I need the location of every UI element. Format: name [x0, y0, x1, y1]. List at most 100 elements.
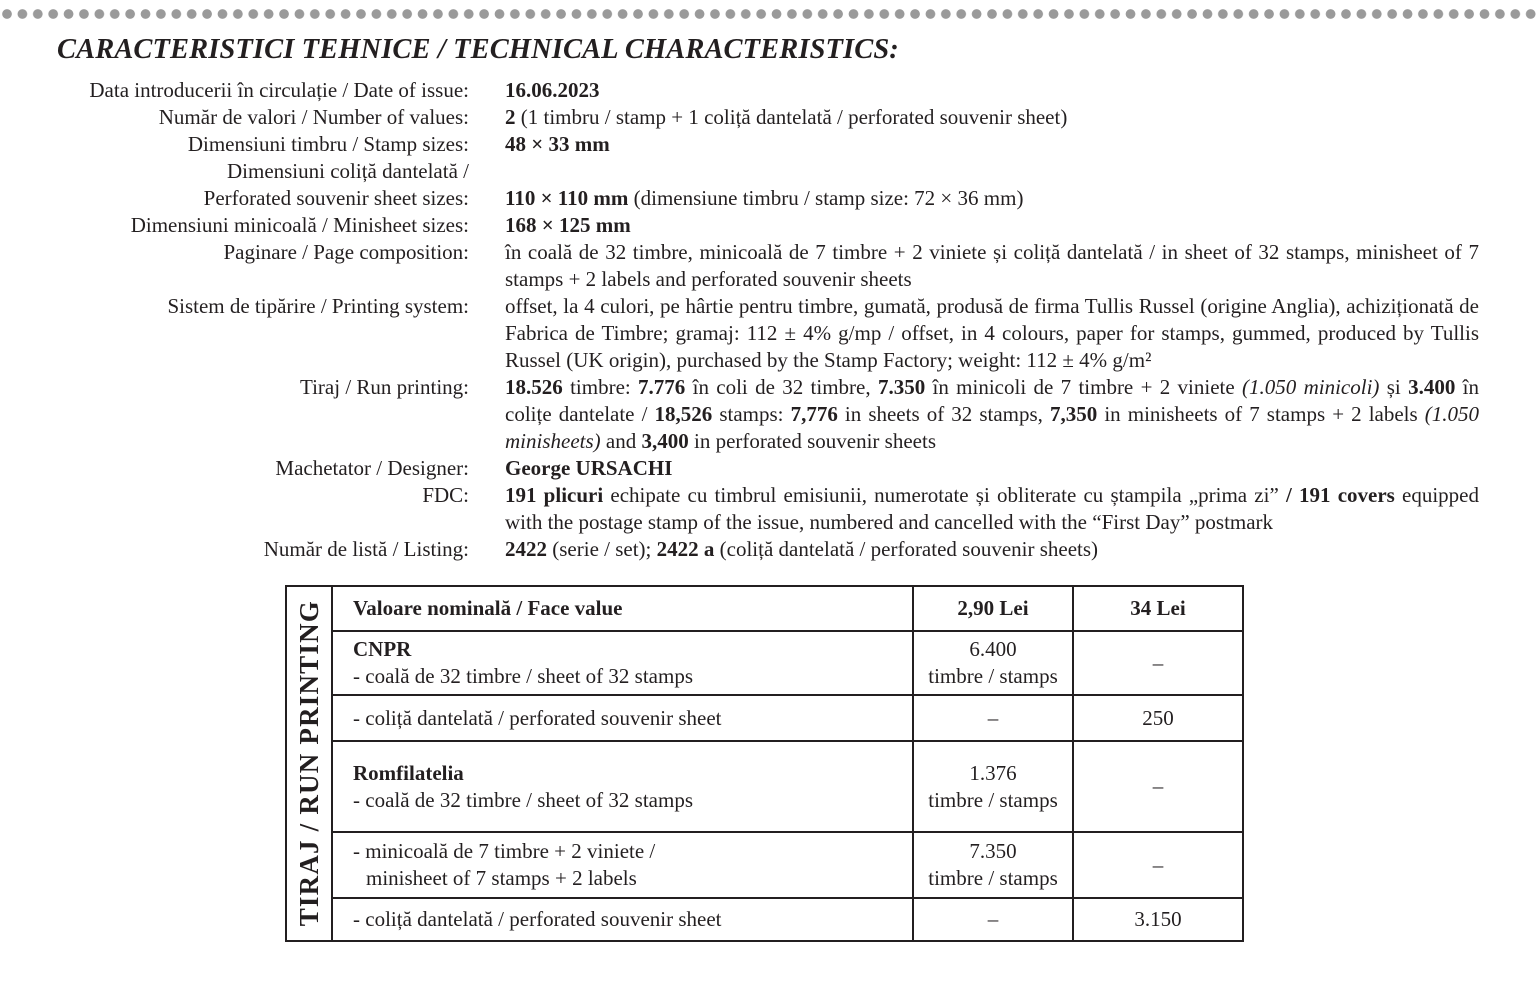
spec-label-line: Dimensiuni minicoală / Minisheet sizes:: [130, 213, 469, 237]
spec-row: Machetator / Designer: George URSACHI: [0, 455, 1536, 482]
spec-label-line: Perforated souvenir sheet sizes:: [203, 186, 469, 210]
spec-value-segment: timbre:: [562, 375, 639, 399]
spec-value-segment: (1 timbru / stamp + 1 coliță dantelată /…: [515, 105, 1068, 129]
row-description-line: - coliță dantelată / perforated souvenir…: [353, 705, 722, 730]
spec-value-segment: 7,776: [790, 402, 838, 426]
spec-value: 168 × 125 mm: [505, 212, 1479, 239]
row-description-line: minisheet of 7 stamps + 2 labels: [366, 866, 637, 890]
table-row: CNPR - coală de 32 timbre / sheet of 32 s…: [286, 630, 1244, 696]
spec-label: Dimensiuni timbru / Stamp sizes:: [0, 131, 469, 158]
spec-value-segment: și: [1379, 375, 1409, 399]
spec-label-line: Sistem de tipărire / Printing system:: [167, 294, 469, 318]
spec-value: în coală de 32 timbre, minicoală de 7 ti…: [505, 239, 1479, 293]
cell-line: –: [1152, 852, 1164, 877]
dotted-divider: [0, 8, 1536, 20]
cell-line: –: [987, 705, 999, 730]
row-description-line: - coală de 32 timbre / sheet of 32 stamp…: [353, 664, 693, 688]
page-title: CARACTERISTICI TEHNICE / TECHNICAL CHARA…: [57, 34, 899, 65]
cell-line: timbre / stamps: [928, 787, 1058, 812]
spec-label-line: Număr de valori / Number of values:: [158, 105, 469, 129]
spec-value-segment: 110 × 110 mm: [505, 186, 629, 210]
cell-line: –: [1152, 774, 1164, 798]
spec-value-segment: (coliță dantelată / perforated souvenir …: [714, 537, 1099, 561]
run-printing-table: TIRAJ / RUN PRINTING Valoare nominală / …: [285, 585, 1244, 942]
spec-value: 48 × 33 mm: [505, 131, 1479, 158]
header-col-1: 2,90 Lei: [912, 585, 1074, 632]
spec-label: Număr de listă / Listing:: [0, 536, 469, 563]
spec-value-segment: stamps:: [712, 402, 791, 426]
row-col1: –: [912, 897, 1074, 942]
row-col1: 1.376 timbre / stamps: [912, 740, 1074, 833]
row-col2: 250: [1072, 694, 1244, 742]
spec-value-segment: în minicoli de 7 timbre + 2 viniete: [925, 375, 1243, 399]
row-heading: Romfilatelia: [353, 760, 464, 785]
specs-list: Data introducerii în circulație / Date o…: [0, 77, 1536, 563]
row-col1: 6.400 timbre / stamps: [912, 630, 1074, 696]
spec-value-segment: in perforated souvenir sheets: [688, 429, 936, 453]
spec-label: FDC:: [0, 482, 469, 536]
spec-value-segment: în colițe dantelate /: [505, 375, 1479, 426]
spec-label-line: Paginare / Page composition:: [223, 240, 469, 264]
spec-value-segment: 191 plicuri: [505, 483, 604, 507]
spec-value-segment: 18,526: [654, 402, 713, 426]
table-row: Romfilatelia - coală de 32 timbre / sheet…: [286, 740, 1244, 833]
spec-value-segment: (dimensiune timbru / stamp size: 72 × 36…: [628, 186, 1024, 210]
cell-line: 6.400: [969, 637, 1017, 661]
side-label-cell: TIRAJ / RUN PRINTING: [285, 585, 333, 942]
spec-value-segment: în coli de 32 timbre,: [685, 375, 878, 399]
spec-value-segment: 3.400: [1408, 375, 1456, 399]
spec-value-segment: offset, la 4 culori, pe hârtie pentru ti…: [505, 294, 1479, 372]
spec-value-segment: 7.350: [877, 375, 926, 399]
spec-value-segment: and: [600, 429, 642, 453]
spec-value: 110 × 110 mm (dimensiune timbru / stamp …: [505, 185, 1479, 212]
spec-label: Sistem de tipărire / Printing system:: [0, 293, 469, 374]
cell-line: 250: [1142, 705, 1174, 730]
spec-value-segment: (1.050 minicoli): [1242, 375, 1380, 399]
row-description-line: - coliță dantelată / perforated souvenir…: [353, 907, 722, 931]
row-heading: CNPR: [353, 637, 412, 661]
spec-value: 191 plicuri echipate cu timbrul emisiuni…: [505, 482, 1479, 536]
spec-value-segment: 3,400: [641, 429, 689, 453]
spec-value-segment: 16.06.2023: [505, 78, 600, 102]
spec-label-line: Dimensiuni timbru / Stamp sizes:: [187, 132, 469, 156]
spec-value-segment: 2422: [505, 537, 547, 561]
cell-line: 7.350: [969, 839, 1017, 863]
spec-row: FDC: 191 plicuri echipate cu timbrul emis…: [0, 482, 1536, 536]
table-header-row: TIRAJ / RUN PRINTING Valoare nominală / …: [285, 585, 1244, 942]
row-description: CNPR - coală de 32 timbre / sheet of 32 s…: [331, 630, 914, 696]
spec-value-segment: 7.776: [638, 375, 686, 399]
cell-line: –: [987, 907, 999, 931]
spec-value-segment: in minisheets of 7 stamps + 2 labels: [1097, 402, 1425, 426]
spec-label-line: Număr de listă / Listing:: [263, 537, 469, 561]
spec-value-segment: equipped with the postage stamp of the i…: [505, 483, 1479, 534]
spec-label: Paginare / Page composition:: [0, 239, 469, 293]
row-col2: –: [1072, 630, 1244, 696]
spec-row: Număr de valori / Number of values: 2 (1 …: [0, 104, 1536, 131]
spec-row: Dimensiuni timbru / Stamp sizes: 48 × 33 …: [0, 131, 1536, 158]
spec-row: Dimensiuni minicoală / Minisheet sizes: 1…: [0, 212, 1536, 239]
spec-value-segment: 48 × 33 mm: [505, 132, 610, 156]
spec-value: 18.526 timbre: 7.776 în coli de 32 timbr…: [505, 374, 1479, 455]
row-description: - coliță dantelată / perforated souvenir…: [331, 694, 914, 742]
spec-value-segment: în coală de 32 timbre, minicoală de 7 ti…: [505, 240, 1479, 291]
cell-line: 1.376: [969, 760, 1017, 785]
cell-line: 3.150: [1134, 907, 1182, 931]
spec-value: offset, la 4 culori, pe hârtie pentru ti…: [505, 293, 1479, 374]
spec-label-line: Data introducerii în circulație / Date o…: [89, 78, 469, 102]
spec-label-line: FDC:: [422, 483, 469, 507]
side-label: TIRAJ / RUN PRINTING: [293, 600, 324, 927]
spec-value-segment: 2422 a: [656, 537, 715, 561]
spec-value-segment: 168 × 125 mm: [505, 213, 631, 237]
spec-label: Număr de valori / Number of values:: [0, 104, 469, 131]
row-description-line: - minicoală de 7 timbre + 2 viniete /: [353, 839, 656, 863]
spec-label: Dimensiuni minicoală / Minisheet sizes:: [0, 212, 469, 239]
cell-line: timbre / stamps: [928, 664, 1058, 688]
spec-value-segment: 2: [505, 105, 516, 129]
row-description: - coliță dantelată / perforated souvenir…: [331, 897, 914, 942]
spec-value: 2 (1 timbru / stamp + 1 coliță dantelată…: [505, 104, 1479, 131]
cell-line: –: [1152, 650, 1164, 675]
spec-value-segment: 18.526: [505, 375, 563, 399]
row-description: - minicoală de 7 timbre + 2 viniete / mi…: [331, 831, 914, 899]
spec-value-segment: 7,350: [1050, 402, 1098, 426]
spec-label: Machetator / Designer:: [0, 455, 469, 482]
